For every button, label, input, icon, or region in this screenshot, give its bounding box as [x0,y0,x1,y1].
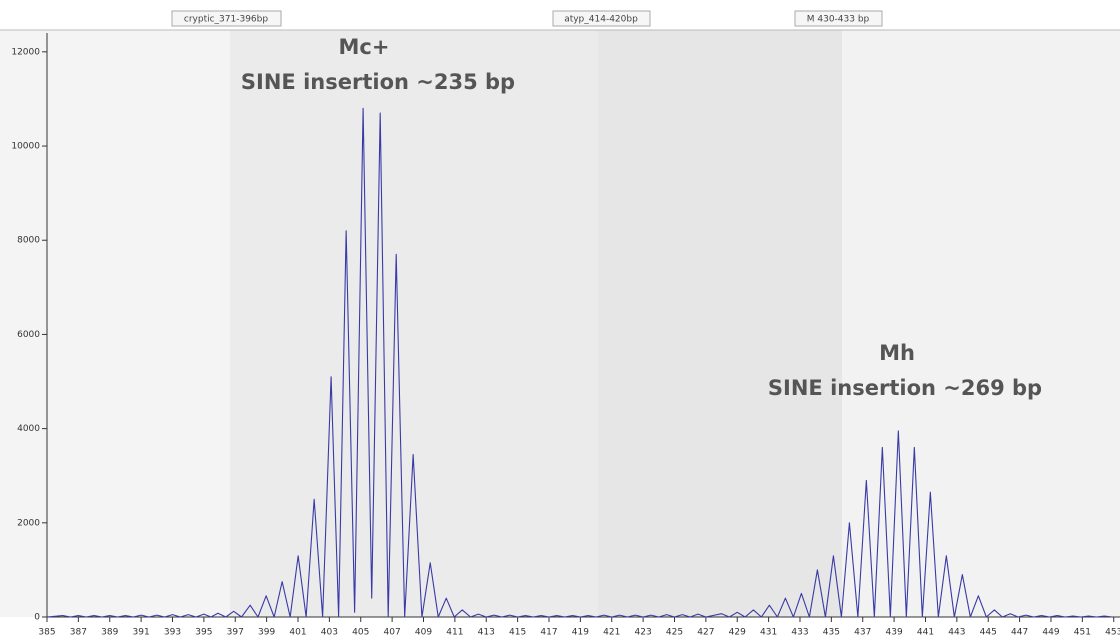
bin-region [842,30,1120,617]
trace [46,107,1113,618]
bin-region [0,30,230,617]
y-tick-label: 2000 [17,518,40,528]
x-tick-label: 437 [854,628,871,638]
x-tick-label: 451 [1074,628,1091,638]
x-tick-label: 391 [133,628,150,638]
x-tick-label: 389 [101,628,118,638]
x-tick-label: 425 [666,628,683,638]
x-tick-label: 415 [509,628,526,638]
x-tick-label: 403 [321,628,338,638]
x-tick-label: 419 [572,628,589,638]
x-tick-label: 453 [1105,628,1120,638]
x-tick-label: 417 [540,628,557,638]
bin-label-box [171,10,282,27]
y-tick-label: 12000 [11,47,40,57]
x-tick-label: 433 [791,628,808,638]
x-tick-label: 431 [760,628,777,638]
annotation-title: Mh [879,341,915,365]
x-tick-label: 385 [38,628,55,638]
x-tick-label: 439 [886,628,903,638]
bin-label: cryptic_371-396bp [184,15,268,25]
annotation-text: SINE insertion ~235 bp [241,70,515,94]
y-tick-label: 6000 [17,330,40,340]
x-tick-label: 449 [1042,628,1059,638]
y-tick-label: 8000 [17,236,40,246]
y-tick-label: 4000 [17,424,40,434]
x-tick-label: 407 [384,628,401,638]
bin-label: atyp_414-420bp [564,15,638,25]
x-tick-label: 423 [635,628,652,638]
y-tick-label: 10000 [11,142,40,152]
x-tick-label: 441 [917,628,934,638]
x-tick-label: 421 [603,628,620,638]
y-tick-label: 0 [34,613,40,623]
x-tick-label: 399 [258,628,275,638]
x-tick-label: 445 [980,628,997,638]
x-tick-label: 443 [948,628,965,638]
bin-label-box [552,10,651,27]
x-tick-label: 447 [1011,628,1028,638]
x-tick-label: 401 [289,628,306,638]
annotation-text: SINE insertion ~269 bp [768,376,1042,400]
x-tick-label: 435 [823,628,840,638]
x-tick-label: 397 [227,628,244,638]
plot-area: 0 2000 4000 6000 8000 10000 12000 385 387 389 391 3… [11,33,1120,638]
x-tick-label: 413 [478,628,495,638]
x-tick-label: 409 [415,628,432,638]
x-tick-label: 411 [446,628,463,638]
x-tick-label: 387 [70,628,87,638]
x-tick-label: 393 [164,628,181,638]
x-tick-label: 427 [697,628,714,638]
annotation-title: Mc+ [339,35,390,59]
bin-region [598,30,842,617]
bin-label-box [794,10,883,27]
x-tick-label: 429 [729,628,746,638]
bin-region [230,30,598,617]
x-tick-label: 395 [195,628,212,638]
x-tick-label: 405 [352,628,369,638]
bin-label: M 430-433 bp [807,15,870,25]
